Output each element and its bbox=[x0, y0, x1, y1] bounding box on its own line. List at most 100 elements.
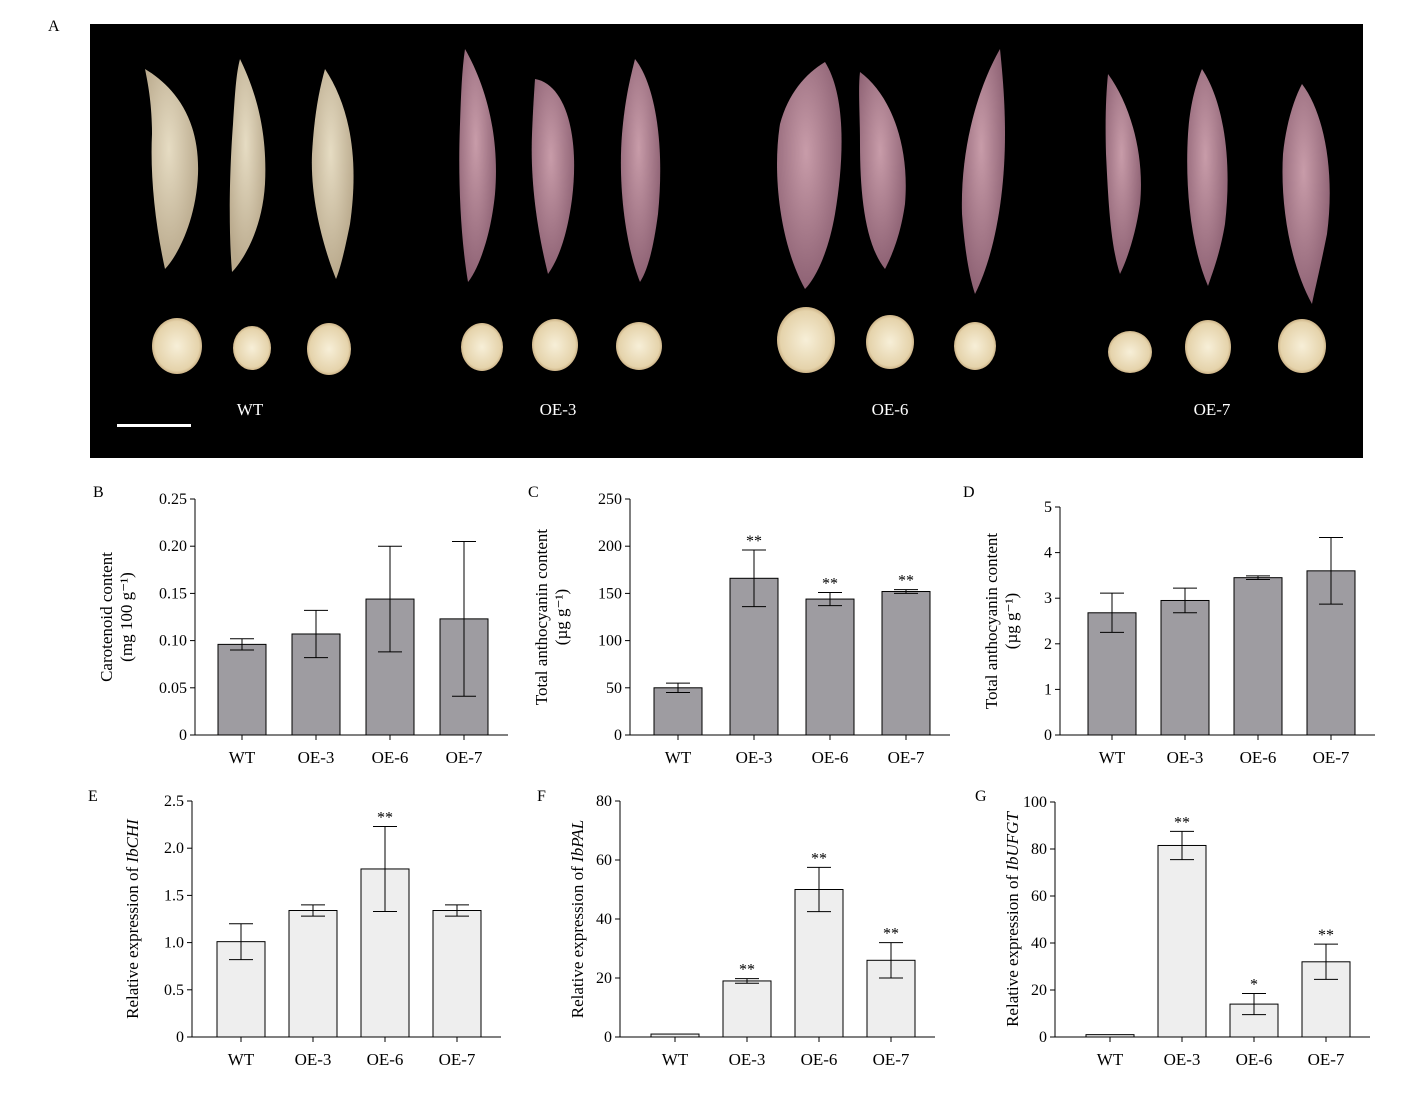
chart-c-significance: ** bbox=[746, 533, 762, 550]
chart-carotenoid: 0 0.05 0.10 0.15 0.20 0.25 Carotenoid content(… bbox=[97, 491, 508, 767]
chart-f-xtick-label: OE-6 bbox=[801, 1050, 838, 1069]
chart-b-xtick-label: OE-6 bbox=[372, 748, 409, 767]
panel-label-d: D bbox=[963, 484, 975, 501]
chart-e-ytick-label: 2.0 bbox=[164, 840, 184, 857]
chart-f-bar-wt bbox=[650, 1033, 700, 1038]
chart-e-xtick-label: OE-6 bbox=[367, 1050, 404, 1069]
chart-e-xtick-label: OE-7 bbox=[439, 1050, 476, 1069]
chart-f-ylabel: Relative expression of IbPAL bbox=[568, 820, 587, 1018]
chart-e-ytick-label: 0 bbox=[176, 1029, 184, 1046]
chart-b-bar-wt bbox=[217, 643, 267, 736]
oe7-roots bbox=[1105, 69, 1330, 304]
chart-c-ytick-label: 100 bbox=[598, 633, 622, 650]
chart-e-significance: ** bbox=[377, 809, 393, 826]
chart-e-ytick-label: 1.0 bbox=[164, 935, 184, 952]
chart-b-ylabel-line1: Carotenoid content bbox=[97, 552, 116, 682]
root-cross-sections bbox=[152, 307, 1326, 375]
chart-c-xtick-label: OE-7 bbox=[888, 748, 925, 767]
sweet-potato-photo: WT OE-3 OE-6 OE-7 bbox=[117, 49, 1330, 427]
chart-c-ylabel-line2: (µg g⁻¹) bbox=[552, 589, 571, 645]
panel-label-g: G bbox=[975, 788, 987, 805]
chart-e-ytick-label: 1.5 bbox=[164, 887, 184, 904]
chart-c-xtick-label: OE-6 bbox=[812, 748, 849, 767]
chart-f-xtick-label: OE-7 bbox=[873, 1050, 910, 1069]
chart-d-ytick-label: 0 bbox=[1044, 727, 1052, 744]
chart-d-bar-wt bbox=[1087, 612, 1137, 736]
scale-bar bbox=[117, 424, 191, 427]
chart-d-ytick-label: 2 bbox=[1044, 636, 1052, 653]
chart-d-bar-oe-3 bbox=[1160, 599, 1210, 736]
chart-c-xtick-label: OE-3 bbox=[736, 748, 773, 767]
chart-g-bar-oe-3 bbox=[1157, 844, 1207, 1038]
chart-f-xtick-label: WT bbox=[662, 1050, 689, 1069]
chart-e-xtick-label: OE-3 bbox=[295, 1050, 332, 1069]
chart-g-ytick-label: 100 bbox=[1023, 794, 1047, 811]
chart-g-xtick-label: OE-6 bbox=[1236, 1050, 1273, 1069]
chart-c-xtick-label: WT bbox=[665, 748, 692, 767]
chart-e-ytick-label: 0.5 bbox=[164, 982, 184, 999]
oe3-roots bbox=[459, 49, 661, 282]
panel-label-e: E bbox=[88, 788, 98, 805]
chart-g-ytick-label: 0 bbox=[1039, 1029, 1047, 1046]
chart-ibpal-expression: 0 20 40 60 80 Relative expression of IbPAL WT *… bbox=[568, 793, 935, 1069]
chart-f-ytick-label: 40 bbox=[596, 911, 612, 928]
chart-d-bar-oe-6 bbox=[1233, 577, 1283, 736]
chart-e-bar-oe-3 bbox=[288, 910, 338, 1038]
chart-g-significance: ** bbox=[1174, 814, 1190, 831]
chart-g-ylabel: Relative expression of IbUFGT bbox=[1003, 811, 1022, 1027]
photo-label-oe3: OE-3 bbox=[540, 400, 577, 419]
chart-d-ylabel-line1: Total anthocyanin content bbox=[982, 533, 1001, 710]
chart-c-ytick-label: 0 bbox=[614, 727, 622, 744]
chart-d-ytick-label: 3 bbox=[1044, 590, 1052, 607]
chart-b-bar-oe-6 bbox=[365, 598, 415, 736]
chart-e-ytick-label: 2.5 bbox=[164, 793, 184, 810]
chart-c-ytick-label: 250 bbox=[598, 491, 622, 508]
chart-g-ytick-label: 20 bbox=[1031, 982, 1047, 999]
chart-d-ylabel-line2: (µg g⁻¹) bbox=[1002, 593, 1021, 649]
chart-e-bar-oe-7 bbox=[432, 910, 482, 1038]
chart-g-xtick-label: OE-3 bbox=[1164, 1050, 1201, 1069]
chart-c-bar-oe-6 bbox=[805, 598, 855, 736]
chart-b-ylabel-line2: (mg 100 g⁻¹) bbox=[117, 572, 136, 662]
chart-b-ytick-label: 0 bbox=[179, 727, 187, 744]
chart-b-xtick-label: WT bbox=[229, 748, 256, 767]
chart-f-xtick-label: OE-3 bbox=[729, 1050, 766, 1069]
chart-d-xtick-label: OE-7 bbox=[1313, 748, 1350, 767]
chart-g-significance: * bbox=[1250, 977, 1258, 994]
chart-c-significance: ** bbox=[822, 575, 838, 592]
oe6-roots bbox=[777, 49, 1005, 294]
chart-f-ytick-label: 60 bbox=[596, 852, 612, 869]
chart-c-ylabel-line1: Total anthocyanin content bbox=[532, 529, 551, 706]
chart-anthocyanin-c: 0 50 100 150 200 250 Total anthocyanin content… bbox=[532, 491, 950, 767]
panel-label-c: C bbox=[528, 484, 539, 501]
chart-e-ylabel: Relative expression of IbCHI bbox=[123, 818, 142, 1019]
chart-d-xtick-label: OE-3 bbox=[1167, 748, 1204, 767]
chart-b-ytick-label: 0.20 bbox=[159, 538, 187, 555]
chart-d-ytick-label: 4 bbox=[1044, 545, 1052, 562]
wt-roots bbox=[145, 59, 354, 279]
photo-label-oe7: OE-7 bbox=[1194, 400, 1231, 419]
chart-b-ytick-label: 0.25 bbox=[159, 491, 187, 508]
chart-f-ytick-label: 0 bbox=[604, 1029, 612, 1046]
panel-label-b: B bbox=[93, 484, 104, 501]
chart-c-ytick-label: 50 bbox=[606, 680, 622, 697]
chart-g-xtick-label: WT bbox=[1097, 1050, 1124, 1069]
chart-g-ytick-label: 60 bbox=[1031, 888, 1047, 905]
chart-d-xtick-label: WT bbox=[1099, 748, 1126, 767]
chart-c-significance: ** bbox=[898, 573, 914, 590]
photo-label-oe6: OE-6 bbox=[872, 400, 909, 419]
chart-f-significance: ** bbox=[811, 850, 827, 867]
photo-label-wt: WT bbox=[237, 400, 264, 419]
chart-d-ytick-label: 5 bbox=[1044, 499, 1052, 516]
panel-label-a: A bbox=[48, 18, 60, 35]
chart-c-bar-oe-7 bbox=[881, 591, 931, 736]
chart-c-ytick-label: 200 bbox=[598, 538, 622, 555]
chart-b-xtick-label: OE-3 bbox=[298, 748, 335, 767]
panel-label-f: F bbox=[537, 788, 546, 805]
chart-f-ytick-label: 20 bbox=[596, 970, 612, 987]
chart-anthocyanin-d: 0 1 2 3 4 5 Total anthocyanin content (µg g⁻¹) W… bbox=[982, 499, 1375, 767]
chart-f-bar-oe-3 bbox=[722, 980, 772, 1038]
chart-b-ytick-label: 0.05 bbox=[159, 680, 187, 697]
chart-ibchi-expression: 0 0.5 1.0 1.5 2.0 2.5 Relative expression of I… bbox=[123, 793, 501, 1069]
